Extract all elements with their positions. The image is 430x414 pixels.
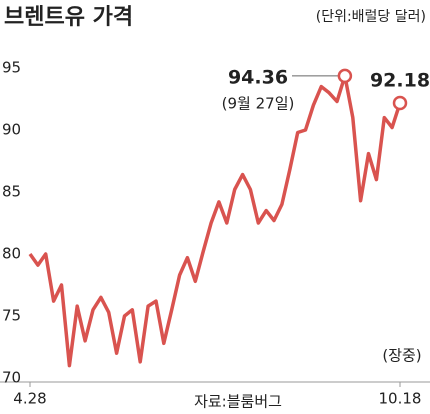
chart-title: 브렌트유 가격: [4, 5, 133, 30]
y-tick-label: 90: [2, 120, 21, 138]
y-tick-label: 70: [2, 368, 21, 386]
source: 자료:블룸버그: [194, 393, 282, 411]
y-tick-label: 95: [2, 58, 21, 76]
unit-label: (단위:배럴당 달러): [316, 9, 426, 25]
price-line: [28, 74, 402, 368]
peak-marker: [337, 68, 353, 84]
y-tick-label: 75: [2, 306, 21, 324]
y-tick-label: 80: [2, 244, 21, 262]
x-tick-label: 4.28: [13, 390, 46, 408]
x-tick-label: 10.18: [379, 390, 422, 408]
last-marker: [392, 95, 408, 111]
peak-date: (9월 27일): [222, 94, 295, 112]
last-label: 92.18: [370, 69, 430, 91]
peak-label: 94.36: [228, 66, 288, 88]
note: (장중): [382, 347, 421, 365]
y-tick-label: 85: [2, 182, 21, 200]
